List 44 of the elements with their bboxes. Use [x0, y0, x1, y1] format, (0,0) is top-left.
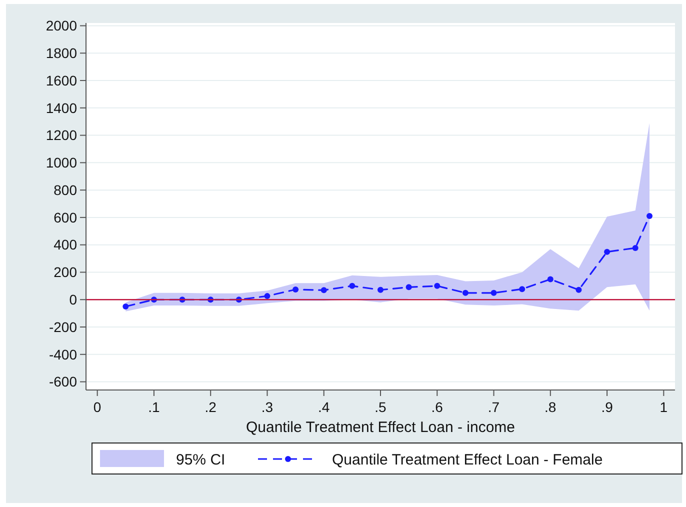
y-tick-label: -400 — [48, 346, 78, 362]
y-tick-label: 800 — [54, 182, 78, 198]
point — [378, 286, 384, 293]
x-tick-label: 0 — [93, 399, 102, 415]
legend-label: Quantile Treatment Effect Loan - Female — [332, 451, 603, 468]
y-tick-label: 400 — [54, 236, 78, 253]
x-tick-label: 1 — [660, 399, 668, 415]
x-tick-label: .3 — [261, 399, 274, 415]
y-tick-label: -600 — [48, 374, 78, 390]
y-tick-label: -200 — [48, 318, 78, 335]
x-tick-label: .9 — [601, 399, 614, 415]
point — [576, 286, 582, 293]
point — [434, 282, 440, 289]
point — [519, 286, 526, 292]
point — [646, 212, 653, 219]
y-tick-label: 600 — [54, 209, 78, 226]
point — [632, 244, 638, 251]
point — [462, 290, 468, 296]
x-tick-label: .6 — [431, 399, 444, 415]
point — [349, 282, 356, 289]
text: 95% CI — [176, 451, 226, 468]
x-tick-label: .7 — [488, 399, 500, 415]
point — [547, 276, 554, 282]
x-tick-label: .4 — [318, 399, 330, 415]
y-tick-label: 1000 — [46, 154, 78, 171]
y-tick-label: 1600 — [46, 72, 78, 88]
point — [264, 293, 270, 300]
y-tick-label: 1400 — [46, 100, 78, 116]
y-tick-label: 0 — [69, 292, 78, 308]
point — [406, 284, 412, 290]
x-tick-label: .2 — [204, 399, 217, 415]
y-tick-label: 1800 — [46, 45, 78, 62]
point — [604, 248, 610, 255]
x-tick-label: .8 — [544, 399, 556, 415]
y-tick-label: 200 — [54, 264, 78, 280]
point — [490, 290, 497, 296]
x-axis-title: Quantile Treatment Effect Loan - income — [246, 419, 516, 436]
y-tick-label: 2000 — [46, 18, 78, 34]
point — [122, 303, 129, 310]
x-tick-label: .5 — [374, 399, 387, 415]
point — [292, 286, 299, 292]
x-tick-label: .1 — [148, 399, 160, 415]
y-tick-label: 1200 — [46, 127, 78, 144]
point — [320, 287, 327, 294]
